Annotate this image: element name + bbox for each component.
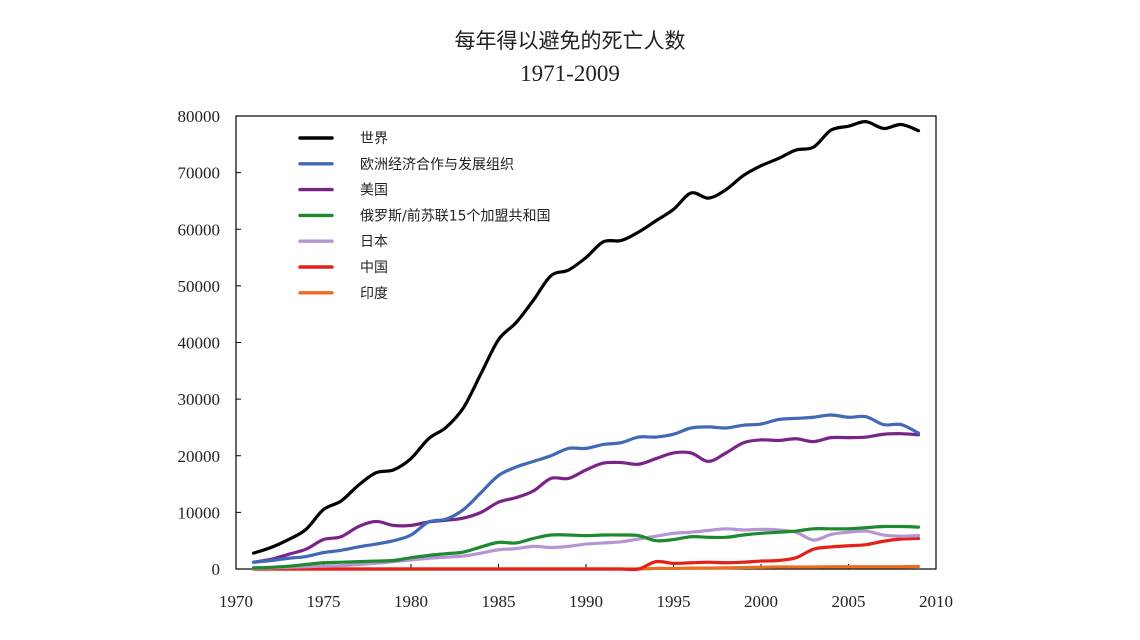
x-tick-label: 1980 [394,592,428,611]
x-tick-label: 2000 [744,592,778,611]
x-tick-label: 1970 [219,592,253,611]
y-tick-label: 70000 [178,164,221,183]
legend-label-6: 印度 [360,286,388,302]
y-tick-label: 80000 [178,107,221,126]
chart-title: 每年得以避免的死亡人数 [454,29,686,53]
x-tick-label: 1990 [569,592,603,611]
chart-subtitle: 1971-2009 [520,61,620,86]
y-tick-label: 20000 [178,447,221,466]
series-lines [251,120,921,572]
y-tick-label: 30000 [178,390,221,409]
y-tick-label: 40000 [178,334,221,353]
axes: 1970 1975 1980 1985 1990 1995 2000 2005 2010 0 100… [178,107,954,611]
y-tick-label: 60000 [178,220,221,239]
legend-label-1: 欧洲经济合作与发展组织 [360,157,514,173]
series-line-0 [251,120,921,555]
y-tick-label: 0 [212,560,221,579]
legend-label-3: 俄罗斯/前苏联15个加盟共和国 [360,207,551,224]
chart-title-block: 每年得以避免的死亡人数 1971-2009 [0,26,1140,92]
legend-label-2: 美国 [360,183,388,199]
x-tick-label: 1985 [482,592,516,611]
x-tick-label: 2010 [919,592,953,611]
legend-label-4: 日本 [360,234,388,250]
y-tick-label: 10000 [178,503,221,522]
series-line-3 [251,524,921,570]
x-tick-label: 2005 [832,592,866,611]
series-line-2 [251,432,921,564]
legend-label-0: 世界 [360,131,388,147]
series-line-1 [251,413,921,564]
y-tick-label: 50000 [178,277,221,296]
x-tick-label: 1995 [657,592,691,611]
series-line-4 [251,527,921,571]
series-line-5 [251,536,921,572]
legend-label-5: 中国 [360,260,388,276]
x-tick-label: 1975 [307,592,341,611]
